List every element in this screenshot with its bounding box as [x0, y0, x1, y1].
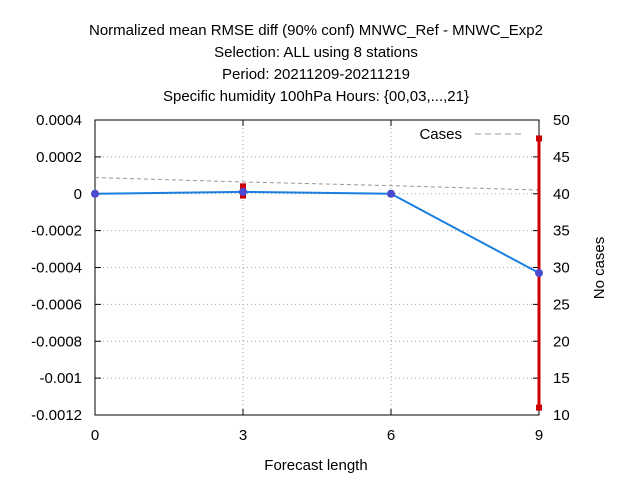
legend: Cases	[419, 126, 522, 143]
y-tick-label-left: 0	[74, 186, 82, 203]
y-tick-label-left: -0.001	[39, 370, 82, 387]
y-tick-label-left: -0.0008	[31, 333, 82, 350]
y-tick-label-left: -0.0002	[31, 223, 82, 240]
plot-frame	[94, 119, 540, 416]
chart-title-line: Specific humidity 100hPa Hours: {00,03,.…	[163, 88, 469, 105]
y-tick-label-left: -0.0006	[31, 296, 82, 313]
confidence-interval-cap-high	[536, 135, 542, 142]
axis-ticks: 0.0004 0.0002 0 -0.0002 -0.0004 -0.0006 -0.000…	[31, 112, 570, 444]
y-tick-label-right: 40	[553, 186, 570, 203]
data-point-mean-diff	[387, 189, 395, 198]
x-axis-label: Forecast length	[264, 457, 367, 474]
series-line-mean-diff	[94, 190, 540, 274]
chart-title-line: Normalized mean RMSE diff (90% conf) MNW…	[89, 22, 543, 39]
y-tick-label-left: -0.0004	[31, 260, 82, 277]
chart-title-line: Period: 20211209-20211219	[222, 66, 410, 83]
confidence-interval-cap-high	[240, 183, 246, 190]
y-tick-label-right: 20	[553, 333, 570, 350]
y-tick-label-left: -0.0012	[31, 407, 82, 424]
y-tick-label-left: 0.0002	[36, 149, 82, 166]
data-point-mean-diff	[91, 189, 99, 198]
y-tick-label-right: 45	[553, 149, 570, 166]
y-tick-label-right: 25	[553, 296, 570, 313]
data-point-mean-diff	[239, 187, 247, 196]
y-tick-label-right: 10	[553, 407, 570, 424]
x-tick-label: 6	[387, 427, 395, 444]
legend-label-cases: Cases	[419, 126, 462, 143]
chart-title-block: Normalized mean RMSE diff (90% conf) MNW…	[89, 22, 543, 105]
confidence-interval-cap-low	[536, 404, 542, 411]
y-tick-label-right: 50	[553, 112, 570, 129]
x-tick-label: 0	[91, 427, 99, 444]
y-tick-label-right: 35	[553, 223, 570, 240]
y-tick-label-right: 30	[553, 260, 570, 277]
y-tick-label-right: 15	[553, 370, 570, 387]
y-tick-label-left: 0.0004	[36, 112, 82, 129]
grid	[95, 120, 539, 415]
chart-title-line: Selection: ALL using 8 stations	[214, 44, 418, 61]
data-marks	[91, 135, 543, 411]
x-tick-label: 9	[535, 427, 543, 444]
x-tick-label: 3	[239, 427, 247, 444]
series-line-cases	[94, 177, 540, 191]
y-axis-label-right: No cases	[591, 237, 608, 300]
data-point-mean-diff	[535, 269, 543, 278]
